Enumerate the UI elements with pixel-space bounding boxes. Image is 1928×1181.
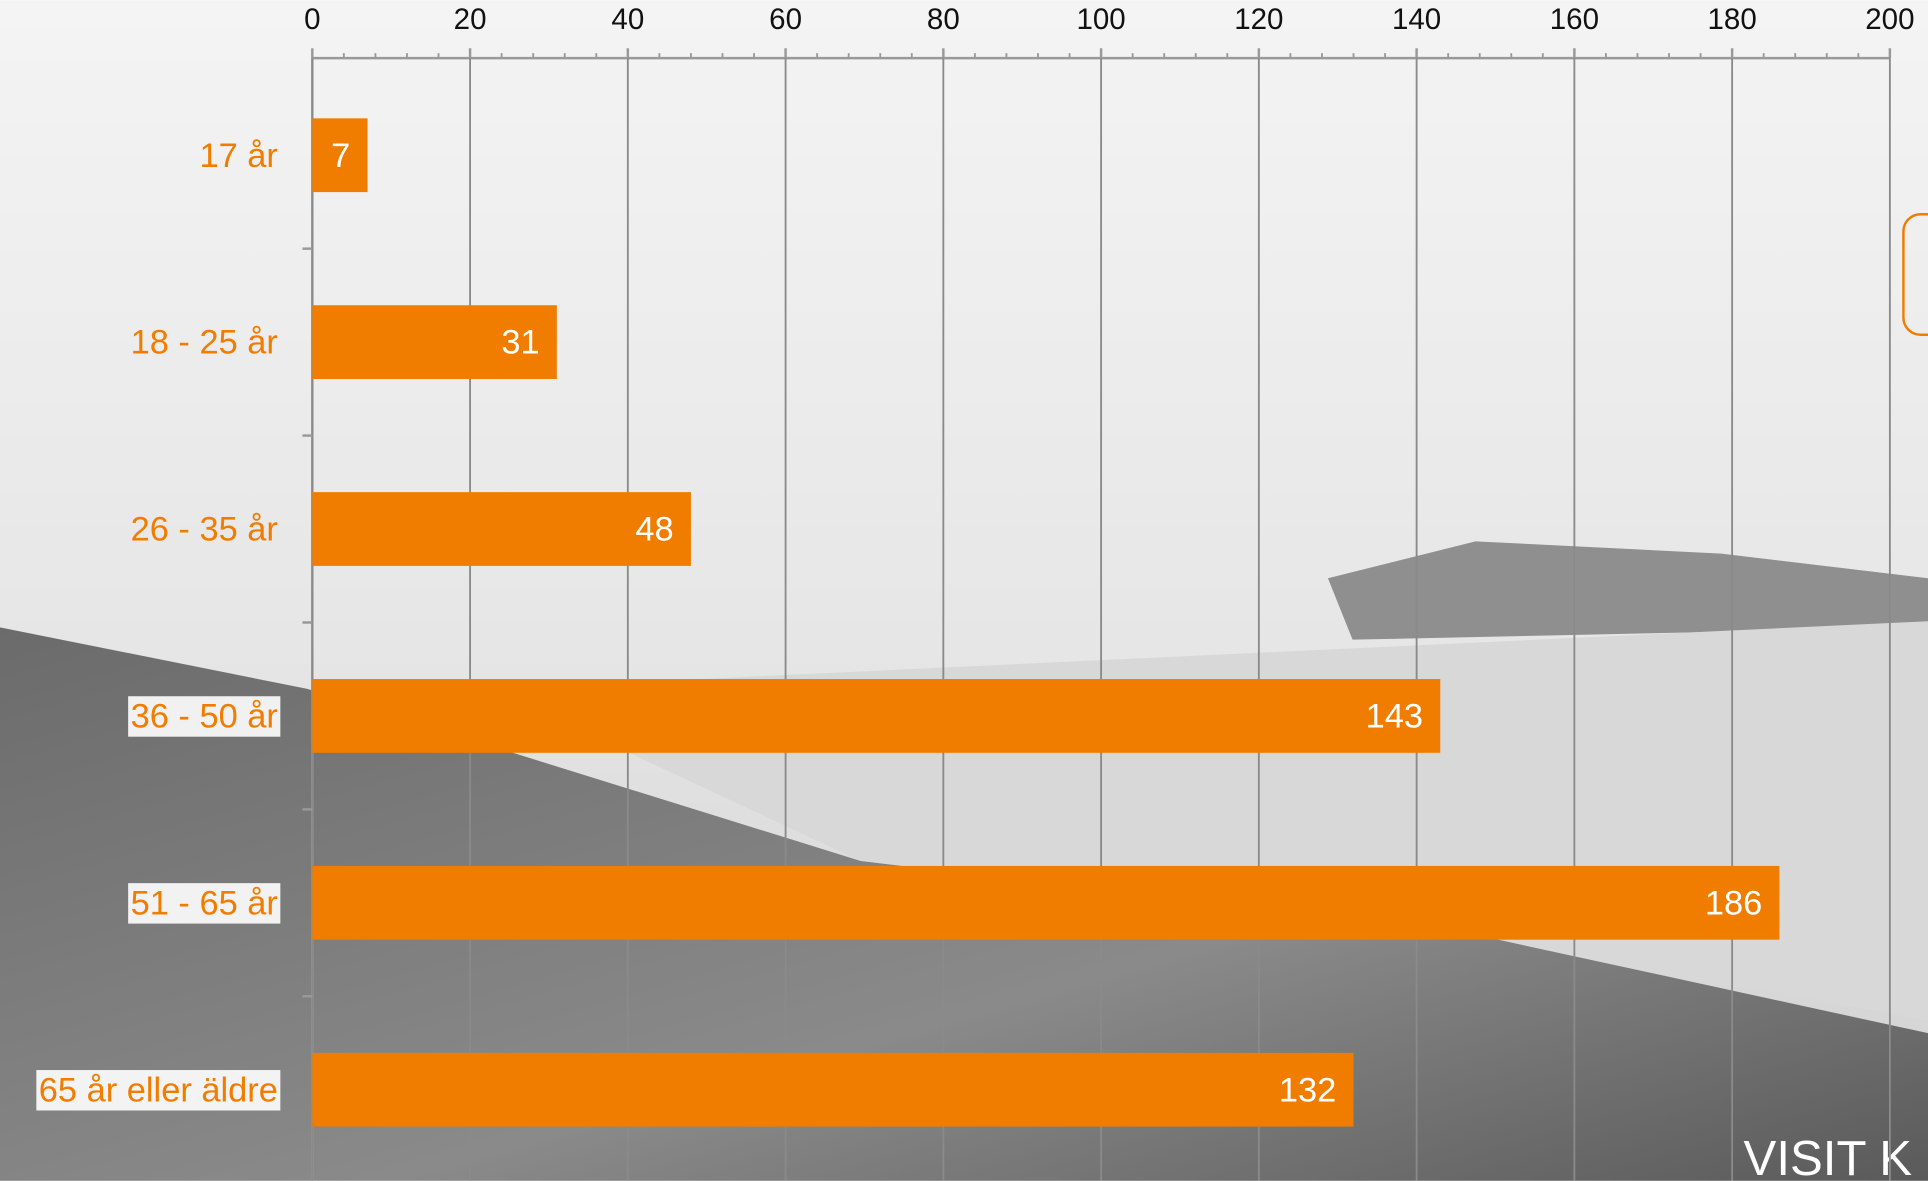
y-tick-label: 51 - 65 år — [131, 884, 278, 922]
value-label: 7 — [331, 137, 350, 175]
value-label: 186 — [1705, 884, 1762, 922]
bar — [312, 1053, 1353, 1127]
x-tick-label: 120 — [1234, 3, 1283, 36]
x-tick-label: 40 — [611, 3, 644, 36]
y-tick-label: 26 - 35 år — [131, 511, 278, 549]
y-tick-label: 36 - 50 år — [131, 697, 278, 735]
value-label: 31 — [501, 324, 539, 362]
x-tick-label: 80 — [927, 3, 960, 36]
bar — [312, 492, 691, 566]
x-tick-label: 160 — [1550, 3, 1599, 36]
y-tick-label: 17 år — [199, 137, 277, 175]
x-tick-label: 140 — [1392, 3, 1441, 36]
x-tick-label: 200 — [1865, 3, 1914, 36]
page: VISIT K 0 20 40 60 80 100 120 140 160 180 200 17 å… — [0, 0, 1928, 1181]
x-tick-label: 180 — [1708, 3, 1757, 36]
bar — [312, 679, 1440, 753]
value-label: 143 — [1366, 697, 1423, 735]
chart: VISIT K 0 20 40 60 80 100 120 140 160 180 200 17 å… — [0, 0, 1928, 1181]
x-tick-label: 0 — [304, 3, 320, 36]
value-label: 132 — [1279, 1071, 1336, 1109]
watermark: VISIT K — [1744, 1131, 1913, 1181]
y-tick-label: 18 - 25 år — [131, 324, 278, 362]
x-tick-label: 20 — [454, 3, 487, 36]
x-tick-label: 60 — [769, 3, 802, 36]
x-tick-label: 100 — [1076, 3, 1125, 36]
value-label: 48 — [635, 511, 673, 549]
y-tick-label: 65 år eller äldre — [39, 1071, 278, 1109]
bar — [312, 866, 1779, 940]
